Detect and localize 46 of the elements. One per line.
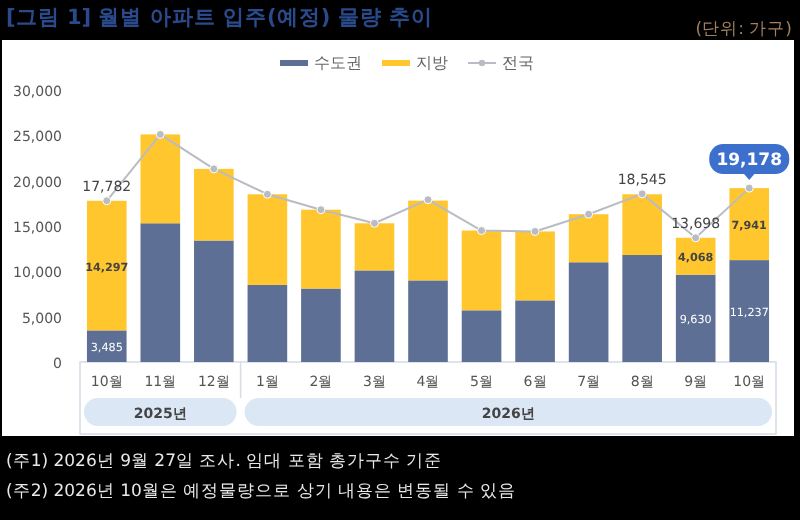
bar	[461, 230, 502, 311]
text: (주1) 2026년 9월 27일 조사. 임대 포함 총가구수 기준	[6, 452, 443, 472]
bar	[568, 214, 609, 263]
bar	[515, 300, 555, 362]
bar	[301, 288, 341, 362]
point	[584, 209, 594, 219]
text: (주2) 2026년 10월은 예정물량으로 상기 내용은 변동될 수 있음	[6, 482, 517, 502]
chart-title: [그림 1] 월별 아파트 입주(예정) 물량 추이	[6, 6, 433, 30]
point	[209, 164, 219, 174]
bar	[622, 255, 662, 362]
bar	[515, 231, 555, 301]
bar	[729, 188, 770, 261]
callout: 19,178	[709, 144, 790, 181]
bar	[729, 260, 770, 362]
point	[477, 226, 487, 236]
bar	[461, 310, 502, 362]
bar	[301, 209, 341, 289]
point	[155, 129, 165, 139]
bar	[408, 280, 448, 362]
data-label: 19,178	[716, 151, 783, 172]
bar	[86, 200, 127, 331]
bar	[568, 262, 609, 362]
legend-label: 전국	[502, 54, 534, 72]
point	[744, 183, 754, 193]
chart-subtitle: (단위: 가구)	[695, 20, 792, 40]
bar	[140, 134, 181, 224]
point	[262, 189, 272, 199]
point	[691, 233, 701, 243]
bar	[675, 274, 716, 362]
point	[637, 189, 647, 199]
point	[530, 226, 540, 236]
point	[102, 196, 112, 206]
bar	[408, 200, 448, 281]
bar	[247, 194, 288, 285]
bar	[622, 194, 662, 256]
bar	[247, 284, 288, 362]
point	[423, 195, 433, 205]
bar	[194, 168, 234, 241]
legend-label: 지방	[416, 54, 448, 72]
legend-label: 수도권	[314, 54, 362, 72]
point	[369, 218, 379, 228]
point	[316, 205, 326, 215]
bar	[194, 240, 234, 362]
bar	[354, 223, 395, 271]
bar	[140, 223, 181, 362]
bar	[354, 270, 395, 362]
